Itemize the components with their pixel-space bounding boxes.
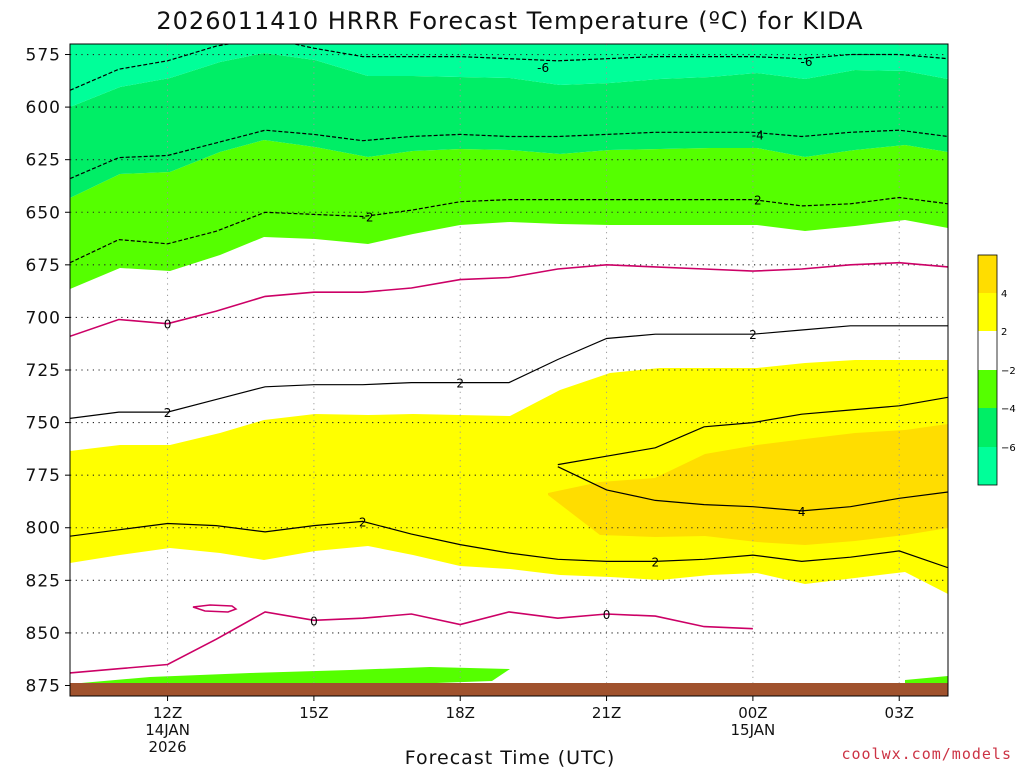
- x-axis-title: Forecast Time (UTC): [405, 747, 615, 768]
- contour-line: [70, 44, 948, 91]
- x-tick-label: 03Z: [885, 704, 914, 722]
- contour-labels: -6 -6 -4 -2 2 0 2 2 2 4 2 2 0 0: [164, 55, 813, 628]
- band-neg4-to-neg2: [70, 140, 948, 289]
- y-tick-label: 775: [26, 466, 61, 486]
- contour-label: 4: [798, 505, 806, 519]
- x-tick-label: 12Z: [153, 704, 182, 722]
- colorbar-label: −4: [1001, 404, 1016, 415]
- y-tick-label: 650: [26, 203, 61, 223]
- contour-label: 2: [749, 328, 757, 342]
- band-near-surface-cold-right: [905, 676, 948, 684]
- y-tick-label: 675: [26, 256, 61, 276]
- y-tick-label: 875: [26, 676, 61, 696]
- band-below-neg6: [70, 44, 948, 107]
- colorbar-label: −6: [1001, 443, 1016, 454]
- colorbar-label: −2: [1001, 366, 1016, 377]
- colorbar: 4 2 −2 −4 −6: [977, 254, 1016, 486]
- x-tick-label: 2026: [148, 738, 186, 756]
- y-tick-label: 600: [26, 98, 61, 118]
- contour-zero-pocket: [192, 604, 238, 613]
- colorbar-neg2-to-2: [978, 331, 997, 370]
- x-tick-label: 15JAN: [731, 721, 776, 739]
- contour-label: 2: [754, 194, 762, 208]
- contour-label: -6: [801, 55, 813, 69]
- gridlines: [70, 44, 948, 696]
- y-tick-label: 700: [26, 308, 61, 328]
- x-tick-label: 14JAN: [145, 721, 190, 739]
- band-near-surface-cold: [70, 667, 510, 688]
- contour-line: [70, 611, 753, 674]
- x-tick-label: 15Z: [299, 704, 328, 722]
- band-above-4: [548, 424, 948, 545]
- y-tick-label: 850: [26, 624, 61, 644]
- colorbar-above-4: [978, 255, 997, 293]
- ground-layer: [70, 683, 948, 696]
- contour-label: 0: [603, 608, 611, 622]
- colorbar-frame: [977, 254, 998, 486]
- contour-line: [70, 261, 948, 338]
- colorbar-below-neg6: [978, 447, 997, 485]
- y-tick-label: 575: [26, 46, 61, 66]
- contour-label: 2: [164, 406, 172, 420]
- contour-label: -4: [752, 128, 764, 142]
- contour-lines: [70, 44, 948, 674]
- contour-label: 2: [456, 377, 464, 391]
- contour-line: [70, 196, 948, 264]
- x-tick-label: 21Z: [592, 704, 621, 722]
- colorbar-neg6-to-neg4: [978, 408, 997, 447]
- y-axis: 575 600 625 650 675 700 725 750 775 800 825 850 875: [26, 46, 70, 696]
- y-tick-label: 625: [26, 151, 61, 171]
- colorbar-label: 4: [1001, 289, 1007, 300]
- colorbar-label: 2: [1001, 327, 1007, 338]
- contour-label: 0: [310, 614, 318, 628]
- x-tick-label: 00Z: [738, 704, 767, 722]
- contour-line: [557, 466, 948, 512]
- colorbar-neg4-to-neg2: [978, 370, 997, 408]
- contour-line: [70, 129, 948, 180]
- contour-line: [557, 396, 948, 466]
- y-tick-label: 750: [26, 414, 61, 434]
- chart-title: 2026011410 HRRR Forecast Temperature (ºC…: [156, 7, 863, 35]
- y-tick-label: 825: [26, 571, 61, 591]
- y-tick-label: 800: [26, 519, 61, 539]
- colorbar-2-to-4: [978, 293, 997, 331]
- y-tick-label: 725: [26, 361, 61, 381]
- contour-label: -6: [537, 61, 549, 75]
- credit-label: coolwx.com/models: [841, 745, 1012, 763]
- contour-label: 2: [652, 555, 660, 569]
- contour-line: [70, 325, 948, 419]
- x-tick-label: 18Z: [446, 704, 475, 722]
- band-neg6-to-neg4: [70, 53, 948, 198]
- contour-label: -2: [362, 210, 374, 224]
- contour-label: 0: [164, 318, 172, 332]
- contour-label: 2: [359, 515, 367, 529]
- contour-line: [70, 520, 948, 569]
